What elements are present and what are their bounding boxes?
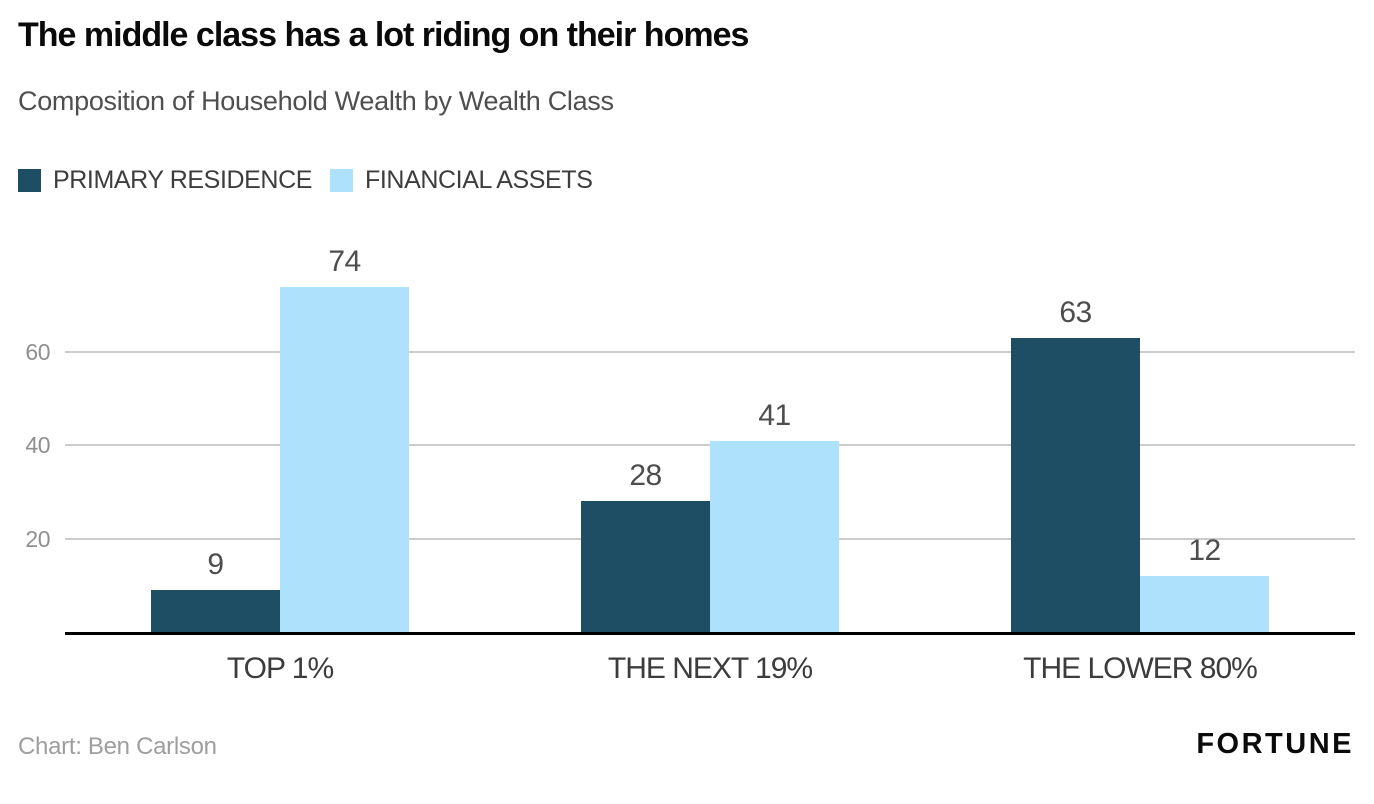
value-label-financial-assets-the-next-19: 41 [758,399,791,432]
chart-title: The middle class has a lot riding on the… [18,16,749,54]
bar-financial-assets-top-1 [280,287,409,632]
chart-credit: Chart: Ben Carlson [18,733,217,760]
legend-swatch-primary-residence [18,169,41,192]
x-axis-label-top-1: TOP 1% [226,652,334,685]
legend-label-primary-residence: PRIMARY RESIDENCE [53,166,313,194]
fortune-logo: FORTUNE [1196,728,1354,760]
legend-swatch-financial-assets [330,169,354,192]
bar-primary-residence-the-lower-80 [1011,338,1140,632]
value-label-primary-residence-the-lower-80: 63 [1059,296,1092,329]
value-label-primary-residence-the-next-19: 28 [629,459,662,492]
x-axis-label-the-next-19: THE NEXT 19% [607,652,813,685]
bar-financial-assets-the-lower-80 [1140,576,1269,632]
value-label-financial-assets-top-1: 74 [328,245,361,278]
gridline-60 [65,351,1355,353]
legend: PRIMARY RESIDENCE FINANCIAL ASSETS [18,166,593,195]
y-axis-tick-label-20: 20 [25,525,50,552]
value-label-financial-assets-the-lower-80: 12 [1188,534,1221,567]
x-axis-baseline [65,632,1355,635]
y-axis-tick-label-40: 40 [25,432,50,459]
bar-primary-residence-top-1 [151,590,280,632]
chart-subtitle: Composition of Household Wealth by Wealt… [18,86,614,116]
x-axis-label-the-lower-80: THE LOWER 80% [1023,652,1258,685]
y-axis-tick-label-60: 60 [25,339,50,365]
bar-financial-assets-the-next-19 [710,441,839,632]
bar-primary-residence-the-next-19 [581,501,710,632]
legend-item-primary-residence: PRIMARY RESIDENCE [18,166,312,195]
legend-item-financial-assets: FINANCIAL ASSETS [330,166,593,195]
legend-label-financial-assets: FINANCIAL ASSETS [365,166,593,194]
value-label-primary-residence-top-1: 9 [207,548,224,581]
